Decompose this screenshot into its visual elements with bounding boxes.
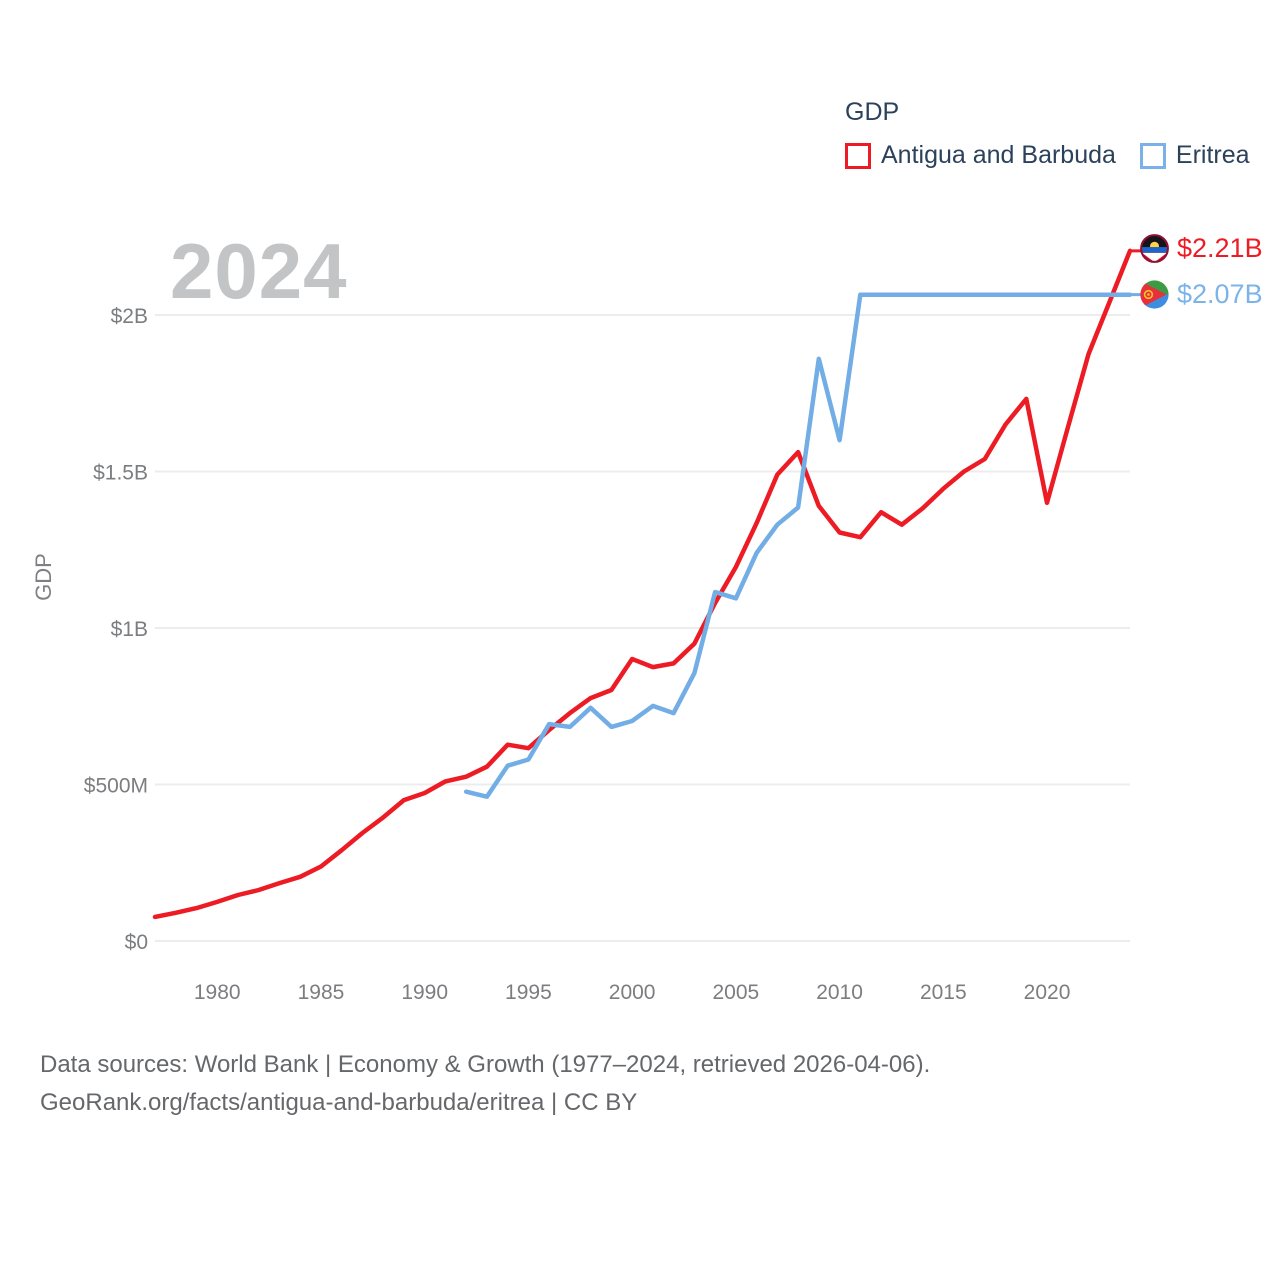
x-tick-label: 2020 <box>1024 981 1071 1004</box>
legend: GDP Antigua and Barbuda Eritrea <box>845 98 1274 170</box>
footer-line-2: GeoRank.org/facts/antigua-and-barbuda/er… <box>40 1089 638 1116</box>
eritrea-flag-icon <box>1140 280 1169 309</box>
y-tick-label: $1B <box>111 618 148 641</box>
legend-items-row: Antigua and Barbuda Eritrea <box>845 141 1274 170</box>
y-tick-label: $500M <box>84 775 148 798</box>
y-tick-label: $0 <box>125 931 148 954</box>
y-tick-label: $2B <box>111 305 148 328</box>
legend-item-antigua-and-barbuda[interactable]: Antigua and Barbuda <box>845 141 1116 170</box>
antigua-and-barbuda-flag-icon <box>1140 234 1169 263</box>
eritrea-series-swatch <box>1139 142 1166 169</box>
footer-line-1: Data sources: World Bank | Economy & Gro… <box>40 1051 931 1078</box>
x-tick-label: 1985 <box>298 981 345 1004</box>
legend-item-eritrea[interactable]: Eritrea <box>1139 141 1250 170</box>
x-tick-label: 2010 <box>816 981 863 1004</box>
x-tick-label: 1995 <box>505 981 552 1004</box>
x-tick-label: 2015 <box>920 981 967 1004</box>
series-line-eritrea[interactable] <box>463 292 1133 799</box>
x-tick-label: 2005 <box>712 981 759 1004</box>
legend-label-eritrea: Eritrea <box>1175 141 1250 169</box>
data-sources-footer: Data sources: World Bank | Economy & Gro… <box>40 1046 930 1122</box>
legend-label-antigua-and-barbuda: Antigua and Barbuda <box>881 141 1116 169</box>
x-tick-label: 1990 <box>401 981 448 1004</box>
y-tick-label: $1.5B <box>93 462 148 485</box>
y-axis-title: GDP <box>31 553 56 601</box>
eritrea-end-label: $2.07B <box>1140 279 1263 310</box>
chart-year-watermark: 2024 <box>170 227 348 315</box>
series-line-antigua-and-barbuda[interactable] <box>152 248 1133 920</box>
x-tick-label: 2000 <box>609 981 656 1004</box>
eritrea-end-value: $2.07B <box>1177 279 1263 309</box>
antigua-and-barbuda-series-swatch <box>845 142 871 169</box>
legend-title: GDP <box>845 98 900 126</box>
x-tick-label: 1980 <box>194 981 241 1004</box>
antigua-and-barbuda-end-value: $2.21B <box>1177 233 1263 263</box>
antigua-and-barbuda-end-label: $2.21B <box>1140 233 1263 264</box>
